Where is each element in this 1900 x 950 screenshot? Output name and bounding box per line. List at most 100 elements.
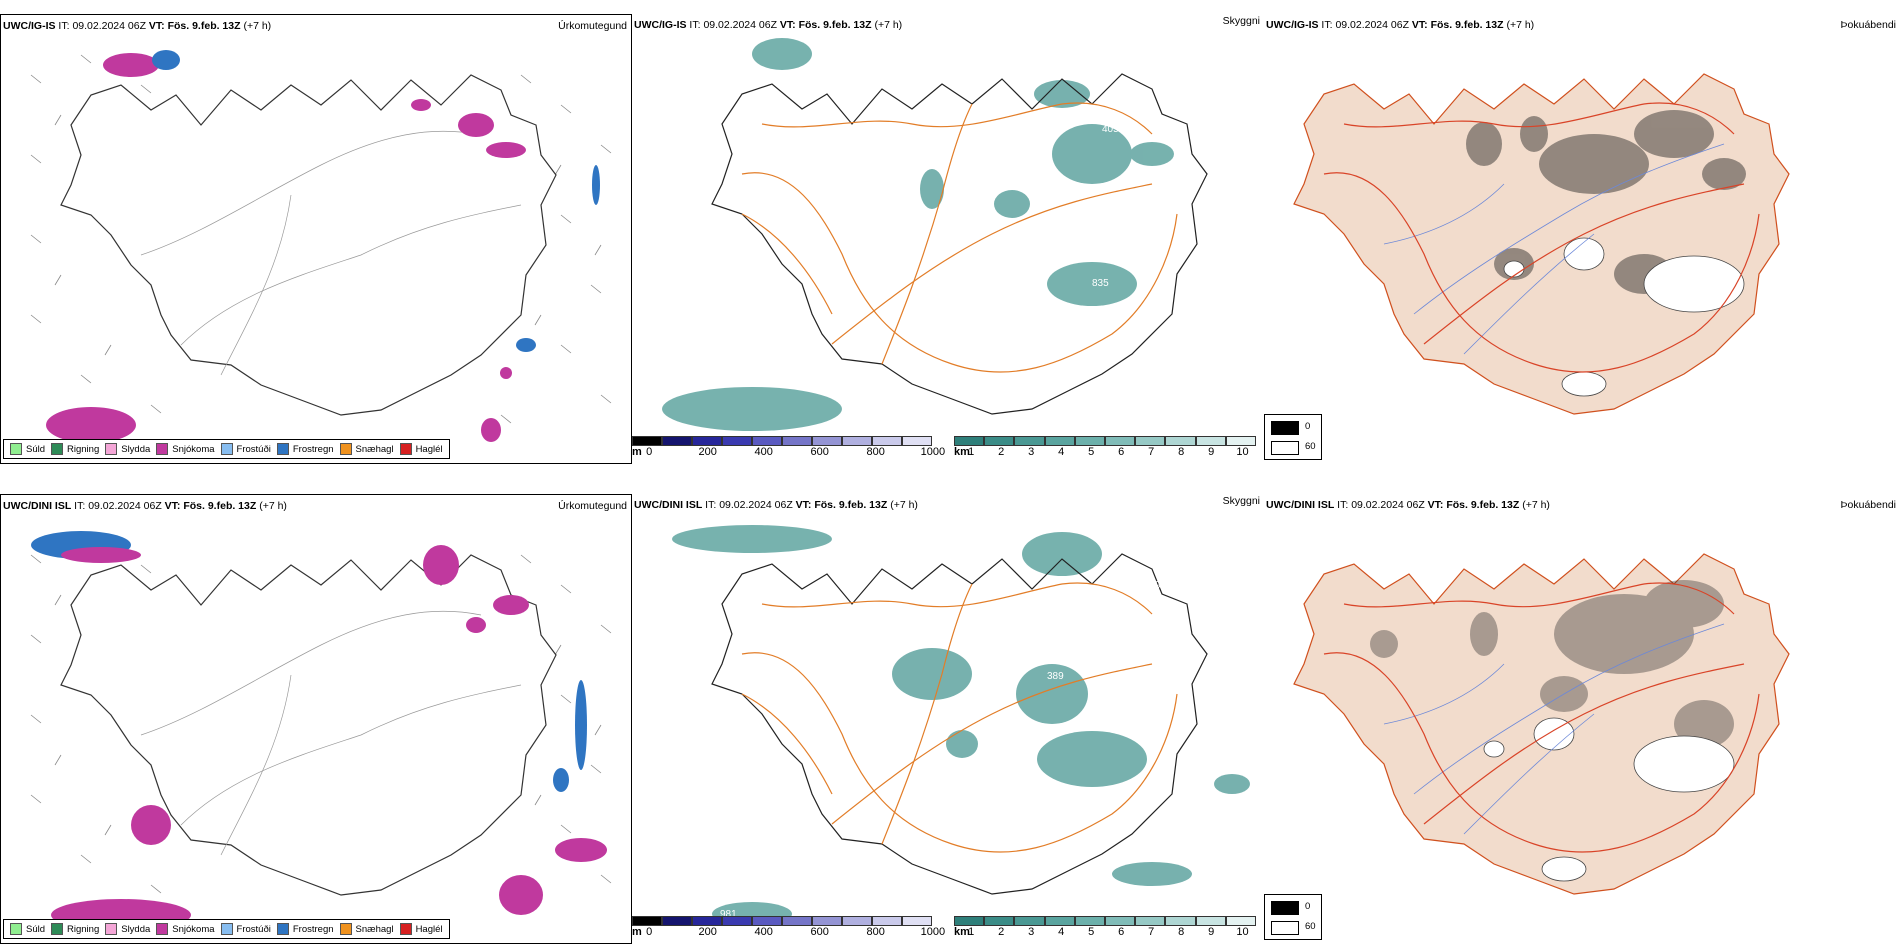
legend-label: Rigning bbox=[67, 923, 100, 935]
fog-legend-value: 60 bbox=[1305, 921, 1316, 932]
colorbar-segment bbox=[632, 916, 662, 926]
colorbar-tick: 9 bbox=[1208, 446, 1215, 458]
colorbar-tick: 200 bbox=[698, 446, 717, 458]
cloud-colorbar bbox=[954, 436, 1256, 446]
variable-name: Úrkomutegund bbox=[558, 500, 627, 512]
colorbar-tick: 1000 bbox=[920, 446, 946, 458]
ceiling-label: 405 bbox=[1102, 124, 1119, 135]
precip-type-panel-1: UWC/IG-IS IT: 09.02.2024 06Z VT: Fös. 9.… bbox=[0, 14, 632, 464]
iceland-outline bbox=[711, 73, 1208, 415]
legend-label: Frostregn bbox=[292, 443, 334, 455]
legend-swatch bbox=[51, 443, 64, 455]
legend-item: Frostúði bbox=[220, 443, 271, 455]
iceland-outline bbox=[60, 554, 557, 896]
it-label: IT: bbox=[58, 20, 70, 32]
legend-item: Slydda bbox=[105, 923, 150, 935]
ceiling-label: 981 bbox=[720, 909, 737, 920]
legend-swatch bbox=[220, 923, 233, 935]
vt-label: VT: bbox=[148, 20, 165, 32]
legend-item: Slydda bbox=[105, 443, 150, 455]
cloud-colorbar-ticks: km 1 2 3 4 5 6 7 8 9 10 bbox=[954, 446, 1260, 460]
ceiling-label: 389 bbox=[1047, 671, 1064, 682]
legend-swatch bbox=[51, 923, 64, 935]
visibility-map-1: 405 835 bbox=[662, 38, 1208, 431]
colorbar-tick: 2 bbox=[998, 446, 1005, 458]
road-lines bbox=[1323, 102, 1760, 373]
iceland-outline bbox=[711, 553, 1208, 895]
colorbar-segment bbox=[1165, 436, 1196, 446]
lead-time: (+7 h) bbox=[874, 19, 903, 31]
legend-label: Frostúði bbox=[236, 443, 271, 455]
colorbar-unit: km bbox=[954, 446, 970, 458]
variable-name: Þokuábendi bbox=[1840, 19, 1896, 31]
legend-swatch bbox=[156, 923, 169, 935]
lead-time: (+7 h) bbox=[243, 20, 272, 32]
legend-label: Snæhagl bbox=[355, 443, 394, 455]
legend-item: Rigning bbox=[51, 923, 99, 935]
panel-title: UWC/DINI ISL IT: 09.02.2024 06Z VT: Fös.… bbox=[634, 498, 1260, 512]
legend-swatch bbox=[156, 443, 169, 455]
colorbar-tick: 6 bbox=[1118, 926, 1125, 938]
fog-legend-value: 60 bbox=[1305, 441, 1316, 452]
it-label: IT: bbox=[1321, 19, 1333, 31]
colorbar-tick: 600 bbox=[810, 926, 829, 938]
lead-time: (+7 h) bbox=[1522, 499, 1550, 511]
colorbar-segment bbox=[1014, 916, 1045, 926]
road-lines bbox=[140, 130, 522, 376]
colorbar-tick: 600 bbox=[810, 446, 829, 458]
vt-label: VT: bbox=[164, 500, 181, 512]
variable-name: Skyggni bbox=[1222, 15, 1260, 27]
legend-item: Haglél bbox=[399, 923, 443, 935]
legend-label: Haglél bbox=[415, 923, 443, 935]
colorbar-tick: 1 bbox=[968, 446, 975, 458]
legend-item: Súld bbox=[10, 923, 45, 935]
vt-value: Fös. 9.feb. 13Z bbox=[167, 20, 241, 32]
rivers bbox=[1383, 143, 1725, 355]
colorbar-segment bbox=[1195, 436, 1226, 446]
vt-value: Fös. 9.feb. 13Z bbox=[1446, 499, 1520, 511]
fog-panel-2: UWC/DINI ISL IT: 09.02.2024 06Z VT: Fös.… bbox=[1264, 494, 1900, 944]
colorbar-tick: 4 bbox=[1058, 926, 1065, 938]
legend-swatch bbox=[220, 443, 233, 455]
colorbar-tick: 800 bbox=[866, 446, 885, 458]
colorbar-segment bbox=[1074, 436, 1105, 446]
colorbar-tick: 800 bbox=[866, 926, 885, 938]
variable-name: Úrkomutegund bbox=[558, 20, 627, 32]
colorbar-segment bbox=[1105, 916, 1136, 926]
colorbar-segment bbox=[984, 916, 1015, 926]
colorbar-segment bbox=[1044, 436, 1075, 446]
road-lines bbox=[741, 582, 1178, 853]
model-name: UWC/IG-IS bbox=[634, 19, 687, 31]
colorbar-tick: 8 bbox=[1178, 926, 1185, 938]
legend-label: Slydda bbox=[121, 923, 151, 935]
vt-value: Fös. 9.feb. 13Z bbox=[1430, 19, 1504, 31]
variable-name: Þokuábendi bbox=[1840, 499, 1896, 511]
legend-label: Súld bbox=[26, 443, 46, 455]
colorbar-segment bbox=[1195, 916, 1226, 926]
colorbar-tick: 10 bbox=[1236, 926, 1249, 938]
colorbar-tick: 2 bbox=[998, 926, 1005, 938]
height-colorbar bbox=[632, 916, 932, 926]
vt-label: VT: bbox=[1411, 19, 1428, 31]
colorbar-tick: 5 bbox=[1088, 926, 1095, 938]
vt-value: Fös. 9.feb. 13Z bbox=[183, 500, 257, 512]
it-value: 09.02.2024 06Z bbox=[703, 19, 777, 31]
it-value: 09.02.2024 06Z bbox=[1351, 499, 1425, 511]
colorbar-segment bbox=[812, 916, 842, 926]
fog-legend-value: 0 bbox=[1305, 901, 1311, 912]
legend-swatch bbox=[105, 443, 118, 455]
legend-label: Haglél bbox=[415, 443, 443, 455]
vt-label: VT: bbox=[795, 499, 812, 511]
it-value: 09.02.2024 06Z bbox=[72, 20, 146, 32]
precip-legend: Súld Rigning Slydda Snjókoma Frostúði Frostre… bbox=[3, 919, 450, 939]
fog-legend-1: 0 60 bbox=[1264, 414, 1322, 460]
colorbar-segment bbox=[812, 436, 842, 446]
precip-type-map-2 bbox=[30, 531, 612, 931]
legend-swatch bbox=[276, 923, 289, 935]
colorbar-segment bbox=[662, 436, 692, 446]
legend-swatch bbox=[339, 443, 352, 455]
vt-value: Fös. 9.feb. 13Z bbox=[814, 499, 888, 511]
road-lines bbox=[1323, 582, 1760, 853]
cloud-colorbar-ticks: km 1 2 3 4 5 6 7 8 9 10 bbox=[954, 926, 1260, 940]
colorbar-tick: 3 bbox=[1028, 926, 1035, 938]
